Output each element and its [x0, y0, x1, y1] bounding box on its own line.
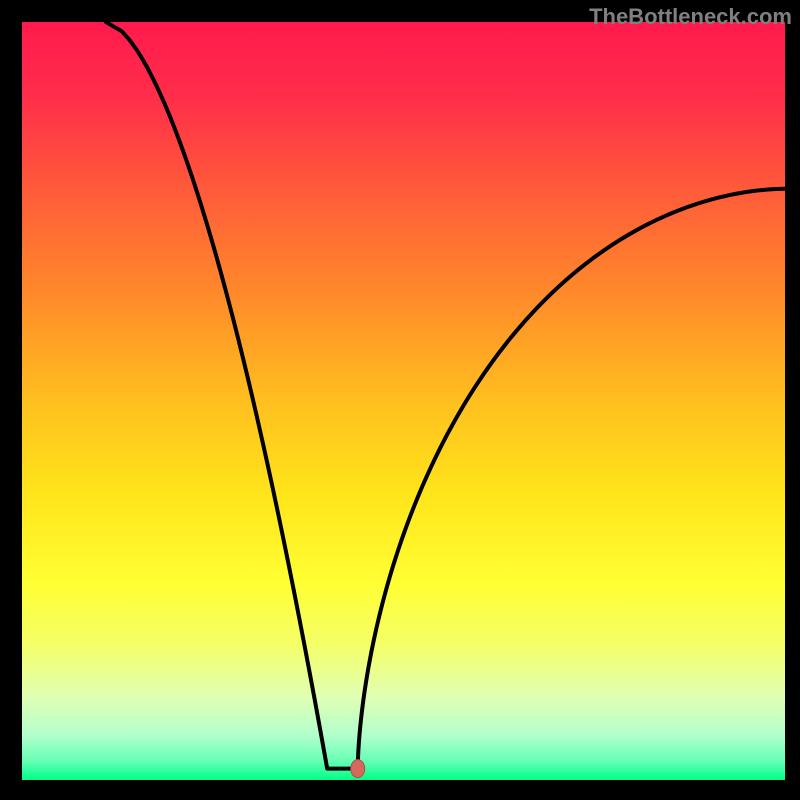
plot-background — [22, 22, 785, 780]
plot-svg — [22, 22, 785, 780]
watermark: TheBottleneck.com — [589, 4, 792, 30]
optimal-marker — [351, 760, 365, 778]
bottleneck-plot — [22, 22, 785, 780]
